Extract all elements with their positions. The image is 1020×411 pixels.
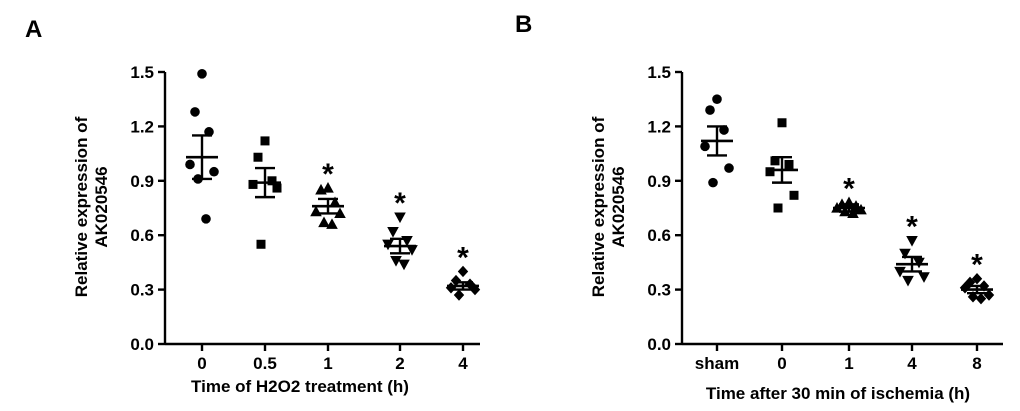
panel-b-data-point — [712, 94, 722, 104]
panel-b-data-point — [918, 272, 930, 283]
panel-a-x-axis-title: Time of H2O2 treatment (h) — [191, 377, 409, 396]
panel-a-data-point — [457, 265, 469, 278]
panel-a-significance-star: * — [457, 241, 469, 274]
panel-a-y-tick-label: 0.9 — [130, 172, 154, 191]
panel-b-data-point — [902, 275, 914, 287]
panel-b-x-axis-title: Time after 30 min of ischemia (h) — [706, 384, 970, 403]
panel-a-data-point — [334, 207, 346, 219]
panel-b-data-point — [777, 118, 787, 128]
panel-a-x-tick-label: 2 — [395, 354, 404, 373]
panel-a-data-point — [398, 259, 410, 271]
panel-b-data-point — [705, 105, 715, 115]
panel-a-y-axis-title-line-2: AK020546 — [92, 166, 111, 247]
panel-b-x-tick-label: 1 — [844, 354, 853, 373]
panel-a: A 0.0 0.3 0.6 0.9 1.2 1.5 0 0.5 1 2 4 * * * Time of … — [25, 16, 481, 396]
panel-b-label: B — [515, 11, 532, 38]
panel-b-data-point — [784, 159, 794, 169]
panel-a-data-point — [326, 218, 338, 229]
panel-b-y-tick-label: 1.2 — [647, 117, 671, 136]
panel-b-data-point — [789, 190, 799, 200]
panel-a-data-point — [260, 136, 270, 146]
panel-b-x-tick-label: 8 — [972, 354, 981, 373]
panel-a-y-tick-label: 1.5 — [130, 63, 154, 82]
panel-a-significance-star: * — [394, 187, 406, 220]
panel-b: B 0.0 0.3 0.6 0.9 1.2 1.5 sham 0 1 4 8 * * * Time af… — [515, 11, 1003, 403]
panel-a-data-point — [453, 289, 465, 301]
panel-a-data-point — [394, 212, 406, 224]
panel-a-data-point — [201, 214, 211, 224]
panel-b-axes: 0.0 0.3 0.6 0.9 1.2 1.5 sham 0 1 4 8 — [647, 63, 1003, 373]
panel-b-y-tick-label: 0.0 — [647, 335, 671, 354]
panel-a-x-tick-label: 0.5 — [253, 354, 277, 373]
panel-a-data-point — [197, 69, 207, 79]
panel-a-data-point — [190, 107, 200, 117]
panel-a-label: A — [25, 16, 42, 43]
panel-b-data-point — [719, 125, 729, 135]
panel-a-y-axis-title-line-1: Relative expression of — [72, 116, 91, 297]
panel-b-y-tick-label: 0.9 — [647, 172, 671, 191]
panel-b-data-point — [765, 167, 775, 177]
panel-a-data-point — [329, 196, 341, 208]
panel-a-axes: 0.0 0.3 0.6 0.9 1.2 1.5 0 0.5 1 2 4 — [130, 63, 480, 373]
panel-a-data-point — [253, 152, 263, 162]
panel-a-marks: * * * — [185, 69, 481, 301]
panel-b-significance-star: * — [906, 211, 918, 244]
panel-a-x-tick-label: 4 — [458, 354, 468, 373]
panel-a-y-tick-label: 0.3 — [130, 281, 154, 300]
panel-a-data-point — [272, 183, 282, 193]
panel-b-marks: * * * — [700, 94, 995, 305]
panel-a-y-tick-label: 1.2 — [130, 117, 154, 136]
panel-b-x-tick-label: 4 — [907, 354, 917, 373]
panel-a-y-tick-label: 0.0 — [130, 335, 154, 354]
panel-b-data-point — [906, 236, 918, 247]
panel-b-data-point — [894, 266, 906, 278]
panel-a-data-point — [267, 176, 277, 186]
panel-a-x-tick-label: 0 — [197, 354, 206, 373]
panel-a-data-point — [322, 182, 334, 193]
panel-b-data-point — [899, 248, 911, 260]
panel-a-significance-star: * — [322, 158, 334, 191]
panel-b-data-point — [708, 177, 718, 188]
panel-b-x-tick-label: 0 — [777, 354, 786, 373]
panel-b-data-point — [770, 156, 780, 166]
panel-a-y-tick-label: 0.6 — [130, 226, 154, 245]
panel-b-y-tick-label: 0.3 — [647, 281, 671, 300]
panel-b-y-tick-label: 1.5 — [647, 63, 671, 82]
panel-b-data-point — [773, 203, 783, 213]
panel-a-data-point — [318, 216, 330, 228]
panel-a-data-point — [387, 226, 399, 238]
panel-a-data-point — [209, 166, 219, 177]
panel-a-data-point — [406, 245, 418, 256]
panel-a-data-point — [390, 255, 402, 267]
panel-a-data-point — [256, 239, 266, 249]
panel-a-x-tick-label: 1 — [323, 354, 332, 373]
panel-b-data-point — [700, 141, 710, 152]
panel-b-significance-star: * — [843, 173, 855, 206]
panel-b-significance-star: * — [971, 249, 983, 282]
panel-a-data-point — [248, 179, 258, 189]
panel-b-data-point — [724, 163, 734, 173]
panel-a-data-point — [315, 183, 327, 195]
panel-b-y-axis-title-line-2: AK020546 — [609, 166, 628, 247]
panel-a-data-point — [185, 159, 195, 170]
panel-b-x-tick-label: sham — [695, 354, 739, 373]
panel-b-y-axis-title-line-1: Relative expression of — [589, 116, 608, 297]
panel-b-data-point — [975, 292, 987, 305]
panel-a-data-point — [204, 127, 214, 137]
panel-b-y-tick-label: 0.6 — [647, 226, 671, 245]
